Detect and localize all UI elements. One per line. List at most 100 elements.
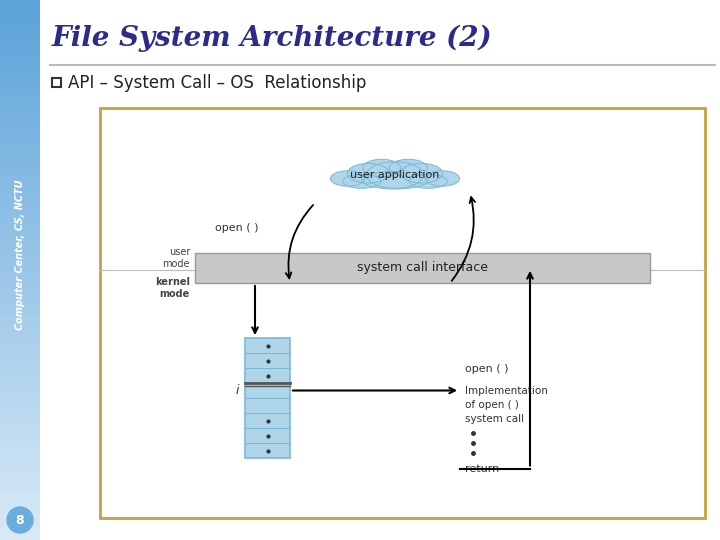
Polygon shape xyxy=(0,297,40,303)
Text: open ( ): open ( ) xyxy=(215,223,258,233)
Text: API – System Call – OS  Relationship: API – System Call – OS Relationship xyxy=(68,74,366,92)
Text: Computer Center, CS, NCTU: Computer Center, CS, NCTU xyxy=(15,180,25,330)
Polygon shape xyxy=(0,243,40,249)
Polygon shape xyxy=(0,438,40,445)
Polygon shape xyxy=(0,189,40,195)
Polygon shape xyxy=(0,115,40,122)
Polygon shape xyxy=(0,330,40,338)
Polygon shape xyxy=(0,33,40,40)
Polygon shape xyxy=(0,472,40,480)
Polygon shape xyxy=(0,263,40,270)
Ellipse shape xyxy=(409,174,447,188)
Polygon shape xyxy=(0,276,40,284)
Ellipse shape xyxy=(426,171,459,186)
Polygon shape xyxy=(0,459,40,465)
Polygon shape xyxy=(0,6,40,14)
FancyBboxPatch shape xyxy=(100,108,705,518)
Polygon shape xyxy=(0,94,40,102)
Polygon shape xyxy=(0,216,40,222)
Text: kernel
mode: kernel mode xyxy=(155,277,190,299)
Polygon shape xyxy=(0,480,40,486)
Polygon shape xyxy=(0,20,40,27)
Polygon shape xyxy=(0,405,40,411)
Polygon shape xyxy=(0,317,40,324)
Polygon shape xyxy=(0,108,40,115)
Polygon shape xyxy=(0,202,40,209)
Text: user application: user application xyxy=(351,170,440,180)
Polygon shape xyxy=(0,411,40,418)
Polygon shape xyxy=(0,284,40,291)
Polygon shape xyxy=(0,513,40,519)
Text: i: i xyxy=(235,384,239,397)
Polygon shape xyxy=(0,102,40,108)
Polygon shape xyxy=(0,399,40,405)
Polygon shape xyxy=(0,40,40,47)
Polygon shape xyxy=(0,500,40,507)
Polygon shape xyxy=(0,446,40,453)
Polygon shape xyxy=(0,68,40,74)
Polygon shape xyxy=(0,291,40,297)
Polygon shape xyxy=(0,209,40,216)
Polygon shape xyxy=(0,162,40,168)
Polygon shape xyxy=(0,486,40,492)
Ellipse shape xyxy=(363,159,401,177)
Text: system call interface: system call interface xyxy=(357,261,488,274)
Polygon shape xyxy=(0,519,40,526)
Polygon shape xyxy=(0,0,40,6)
Polygon shape xyxy=(0,168,40,176)
Polygon shape xyxy=(0,507,40,513)
Polygon shape xyxy=(0,303,40,310)
Text: 8: 8 xyxy=(16,514,24,526)
Polygon shape xyxy=(0,230,40,237)
Polygon shape xyxy=(0,148,40,156)
Polygon shape xyxy=(0,176,40,183)
Polygon shape xyxy=(0,270,40,276)
Polygon shape xyxy=(0,249,40,256)
Ellipse shape xyxy=(361,172,428,189)
Polygon shape xyxy=(0,141,40,149)
Text: Implementation: Implementation xyxy=(465,387,548,396)
Text: system call: system call xyxy=(465,415,524,424)
Polygon shape xyxy=(0,310,40,317)
Polygon shape xyxy=(0,372,40,378)
Ellipse shape xyxy=(348,164,390,183)
Text: of open ( ): of open ( ) xyxy=(465,401,519,410)
Ellipse shape xyxy=(390,159,427,177)
Polygon shape xyxy=(0,351,40,357)
Polygon shape xyxy=(0,338,40,345)
Polygon shape xyxy=(0,324,40,330)
Polygon shape xyxy=(0,222,40,230)
Polygon shape xyxy=(0,54,40,60)
Polygon shape xyxy=(0,418,40,426)
Ellipse shape xyxy=(366,161,423,188)
Polygon shape xyxy=(0,183,40,189)
Polygon shape xyxy=(0,465,40,472)
Polygon shape xyxy=(0,60,40,68)
Polygon shape xyxy=(0,27,40,33)
Polygon shape xyxy=(0,432,40,438)
Polygon shape xyxy=(0,364,40,372)
Polygon shape xyxy=(0,526,40,534)
Ellipse shape xyxy=(343,174,381,188)
Polygon shape xyxy=(0,87,40,94)
Polygon shape xyxy=(0,81,40,87)
Polygon shape xyxy=(0,345,40,351)
Ellipse shape xyxy=(401,164,443,183)
Polygon shape xyxy=(0,47,40,54)
Polygon shape xyxy=(0,392,40,399)
Polygon shape xyxy=(0,74,40,81)
Polygon shape xyxy=(0,384,40,391)
Polygon shape xyxy=(0,534,40,540)
Polygon shape xyxy=(0,156,40,162)
Ellipse shape xyxy=(330,171,364,186)
Text: open ( ): open ( ) xyxy=(465,363,508,374)
Polygon shape xyxy=(0,492,40,500)
Text: return: return xyxy=(465,463,499,474)
FancyBboxPatch shape xyxy=(52,78,61,87)
Polygon shape xyxy=(0,237,40,243)
Polygon shape xyxy=(0,426,40,432)
Text: user
mode: user mode xyxy=(163,247,190,269)
Circle shape xyxy=(7,507,33,533)
Polygon shape xyxy=(0,378,40,384)
Text: File System Architecture (2): File System Architecture (2) xyxy=(52,24,492,52)
